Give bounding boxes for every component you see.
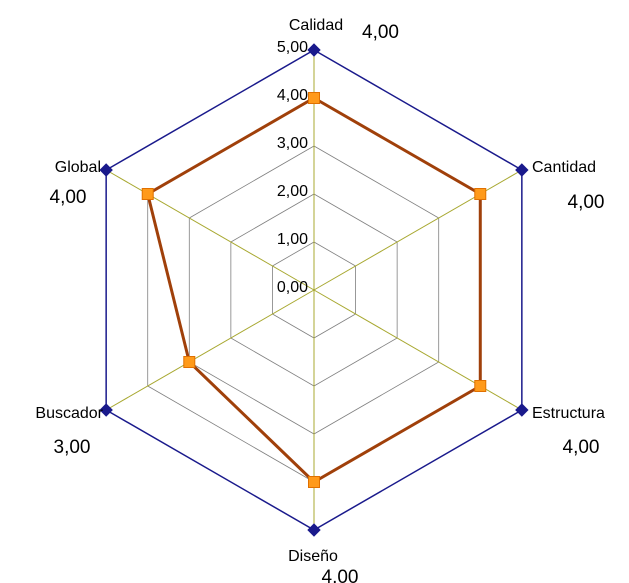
tick-labels: 0,00 1,00 2,00 3,00 4,00 5,00 — [277, 39, 308, 296]
data-point — [141, 188, 154, 200]
data-point — [515, 163, 529, 177]
data-point — [183, 356, 196, 368]
tick-label: 1,00 — [277, 231, 308, 248]
value-label: 4,00 — [362, 22, 399, 43]
tick-label: 4,00 — [277, 87, 308, 104]
category-label: Cantidad — [532, 159, 596, 176]
value-label: 4,00 — [563, 437, 600, 458]
value-label: 3,00 — [54, 437, 91, 458]
spoke-1 — [313, 169, 523, 291]
data-point — [308, 476, 320, 488]
tick-label: 0,00 — [277, 279, 308, 296]
tick-label: 3,00 — [277, 135, 308, 152]
data-point — [307, 43, 321, 57]
tick-label: 2,00 — [277, 183, 308, 200]
data-point — [474, 188, 487, 200]
value-label: 4,00 — [50, 187, 87, 208]
category-label: Global — [55, 159, 101, 176]
data-point — [474, 380, 487, 392]
value-label: 4,00 — [568, 192, 605, 213]
category-label: Diseño — [288, 548, 338, 565]
spoke-5 — [105, 169, 315, 291]
category-label: Buscador — [35, 405, 103, 422]
category-labels: Calidad 4,00 Cantidad 4,00 Estructura 4,00 Dis… — [35, 17, 605, 583]
value-label: 4,00 — [322, 567, 359, 583]
spoke-2 — [313, 289, 523, 411]
category-label: Calidad — [289, 17, 343, 34]
data-point — [99, 403, 113, 417]
series-2 — [141, 92, 487, 488]
series-1 — [99, 43, 529, 537]
spoke-4 — [105, 289, 315, 411]
data-point — [307, 523, 321, 537]
data-point — [99, 163, 113, 177]
tick-label: 5,00 — [277, 39, 308, 56]
category-label: Estructura — [532, 405, 605, 422]
data-point — [308, 92, 320, 104]
data-point — [515, 403, 529, 417]
spokes — [105, 50, 523, 530]
